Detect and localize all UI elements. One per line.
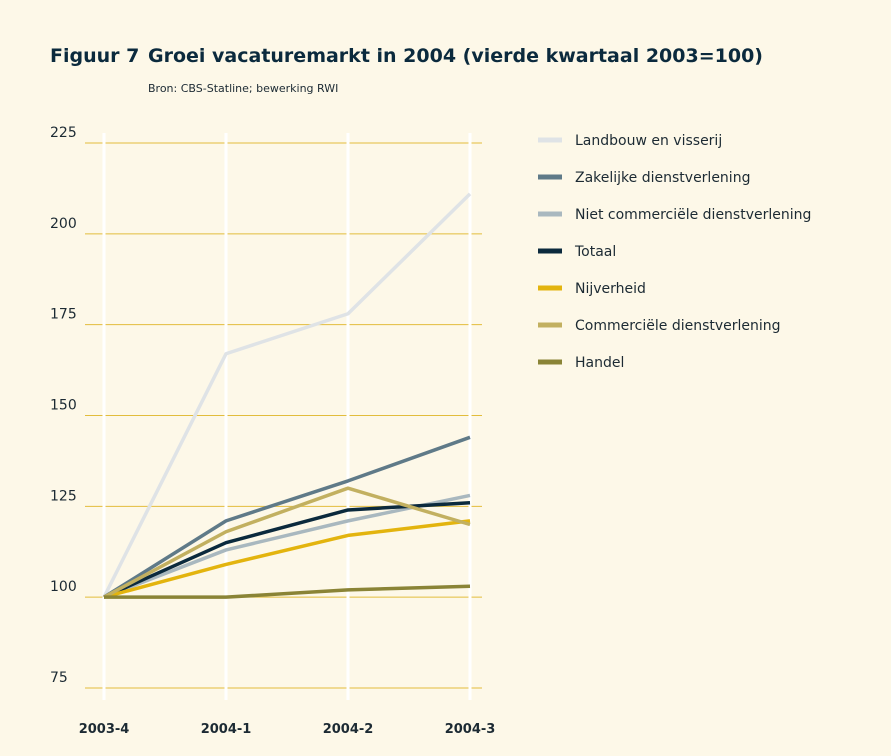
y-tick-label: 75: [50, 670, 68, 686]
series-line: [102, 192, 472, 598]
y-tick-label: 150: [50, 398, 77, 414]
y-tick-label: 100: [50, 579, 77, 595]
figure-label: Figuur 7: [50, 45, 139, 67]
x-tick-label: 2003-4: [79, 722, 130, 737]
x-tick-label: 2004-3: [445, 722, 496, 737]
chart-subtitle: Bron: CBS-Statline; bewerking RWI: [148, 82, 338, 95]
legend-label: Nijverheid: [575, 281, 646, 297]
series-line: [103, 486, 471, 599]
y-tick-label: 175: [50, 307, 77, 323]
x-tick-label: 2004-1: [201, 722, 252, 737]
x-tick-label: 2004-2: [323, 722, 374, 737]
legend-label: Zakelijke dienstverlening: [575, 170, 750, 186]
legend-label: Totaal: [574, 244, 616, 260]
series-line: [103, 435, 471, 599]
chart-title: Groei vacaturemarkt in 2004 (vierde kwar…: [148, 45, 763, 67]
series-line: [104, 584, 471, 599]
y-tick-label: 200: [50, 216, 77, 232]
y-tick-label: 125: [50, 488, 77, 504]
series-line: [103, 519, 471, 599]
legend-label: Niet commerciële dienstverlening: [575, 207, 811, 223]
legend-label: Commerciële dienstverlening: [575, 318, 781, 334]
y-tick-label: 225: [50, 125, 77, 141]
legend-label: Handel: [575, 355, 624, 371]
legend-label: Landbouw en visserij: [575, 133, 722, 149]
